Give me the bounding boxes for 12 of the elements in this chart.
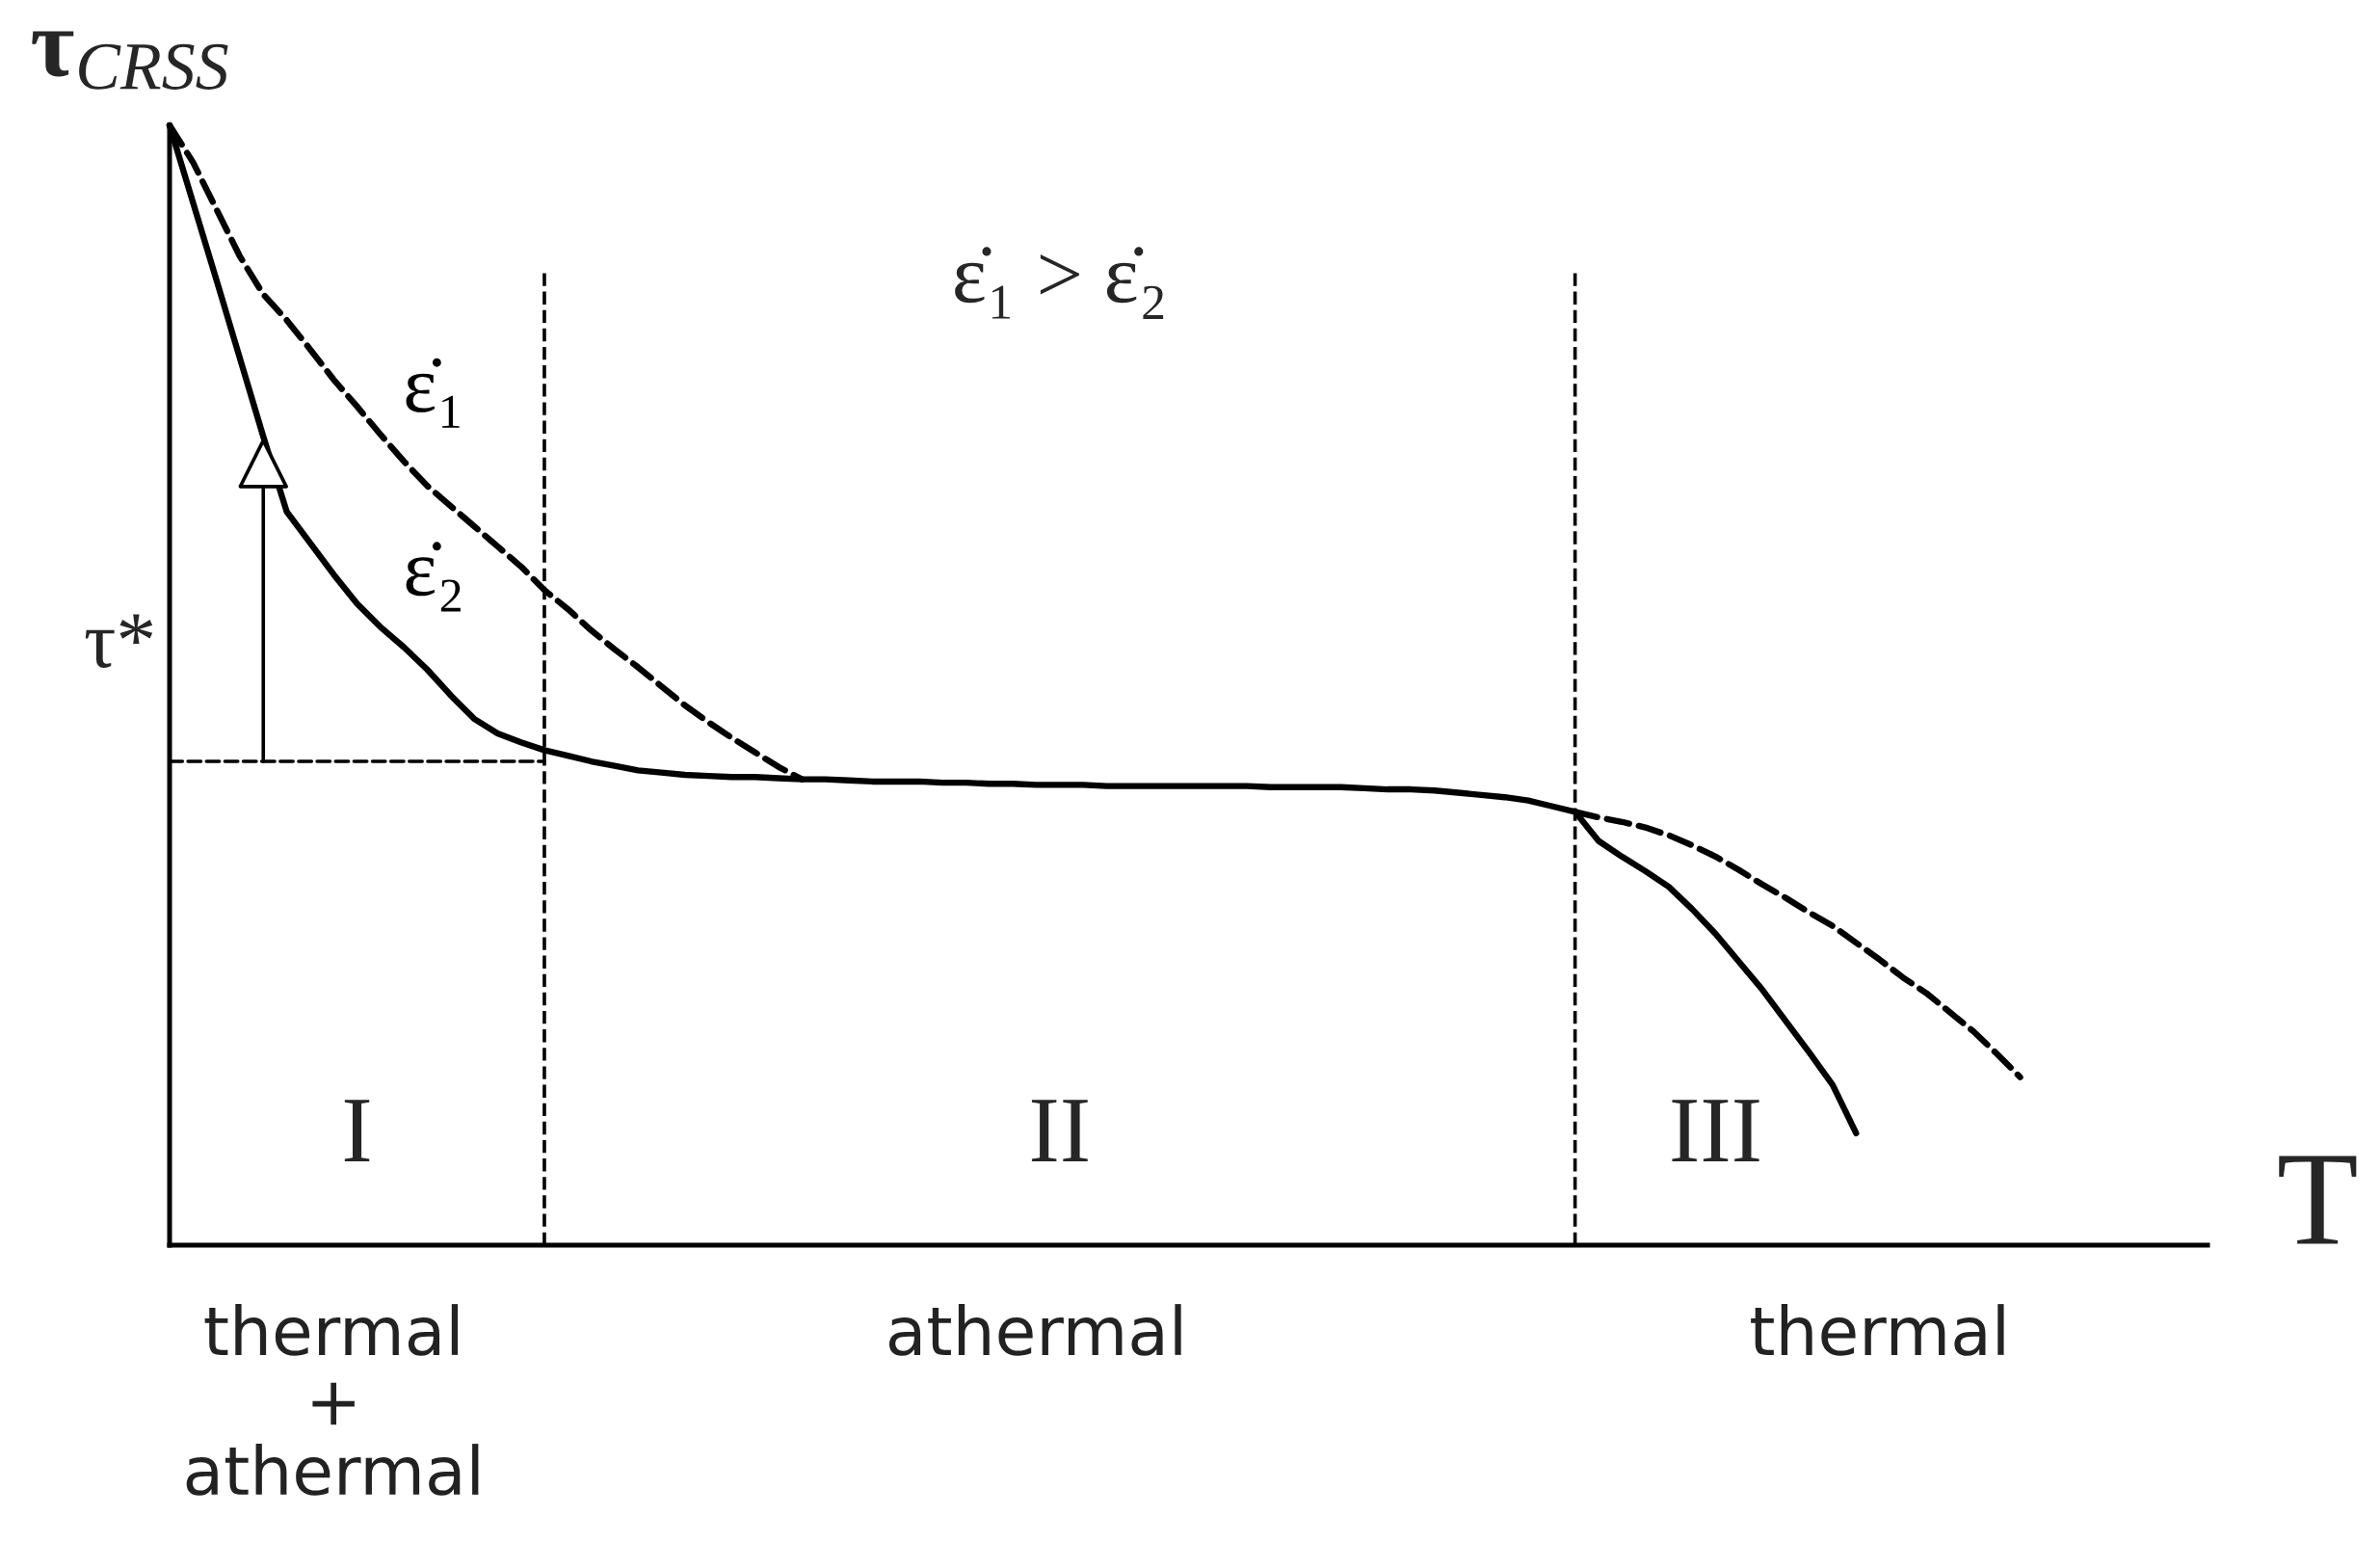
x-tick-label: thermal [1751,1304,2004,1356]
series-label: ε̇₁ [406,358,460,428]
x-tick-label: thermal + athermal [186,1304,479,1496]
annotation: II [1031,1100,1088,1161]
annotation: III [1672,1100,1759,1161]
annotation: ε̇₁ > ε̇₂ [955,247,1164,319]
series-label: ε̇₂ [406,542,461,612]
x-axis-title: T [2279,1156,2357,1244]
x-tick-label: athermal [888,1304,1181,1356]
text: τ* [85,614,153,668]
annotation: I [344,1100,370,1161]
y-axis-title: τ$_{CRSS}$ [32,31,228,90]
